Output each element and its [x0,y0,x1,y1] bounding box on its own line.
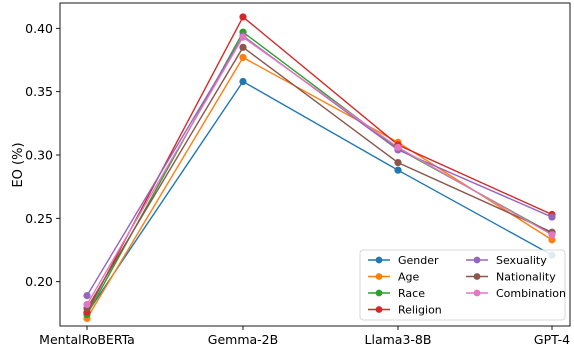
series-line [86,80,553,314]
data-point [83,300,91,309]
x-tick-label: Gemma-2B [208,332,278,347]
legend-label: Race [398,287,425,300]
x-tick-label: MentalRoBERTa [39,332,135,347]
legend-label: Age [398,271,420,284]
series-line [86,36,553,305]
legend-swatch-marker [473,289,481,297]
y-tick-label: 0.25 [25,211,53,226]
legend-swatch-marker [375,273,383,280]
series-group [83,13,556,322]
data-point [83,292,91,300]
data-point [239,33,247,41]
data-point [394,159,402,167]
legend-swatch-marker [473,256,481,264]
legend-label: Religion [398,304,442,317]
data-point [394,166,402,174]
series-line [86,46,553,309]
y-tick-label: 0.20 [25,274,53,289]
y-tick-label: 0.35 [25,84,53,99]
legend-label: Gender [398,254,439,267]
data-point [548,236,556,244]
legend-swatch-marker [375,256,383,264]
data-point [239,13,247,21]
x-tick-label: Llama3-8B [365,332,432,347]
x-tick-label: GPT-4 [534,332,570,347]
legend-swatch-marker [473,273,481,280]
y-axis: 0.20 0.25 0.30 0.35 0.40 [25,21,60,289]
data-point [239,53,247,62]
legend-swatch-marker [375,289,383,297]
legend-swatch-marker [375,306,383,313]
y-tick-label: 0.30 [25,148,53,163]
data-point [548,213,556,221]
legend-box [359,249,566,321]
data-point [394,143,402,151]
legend-label: Combination [496,287,566,300]
legend-label: Nationality [496,271,556,284]
legend: Gender Age Race Religion Sexuality Nationalit… [359,249,566,321]
y-tick-label: 0.40 [25,21,53,36]
y-axis-label: EO (%) [11,142,26,187]
data-point [239,43,247,51]
legend-label: Sexuality [496,254,547,267]
data-point [548,231,556,239]
x-axis: MentalRoBERTa Gemma-2B Llama3-8B GPT-4 [39,326,570,347]
data-point [239,77,247,86]
